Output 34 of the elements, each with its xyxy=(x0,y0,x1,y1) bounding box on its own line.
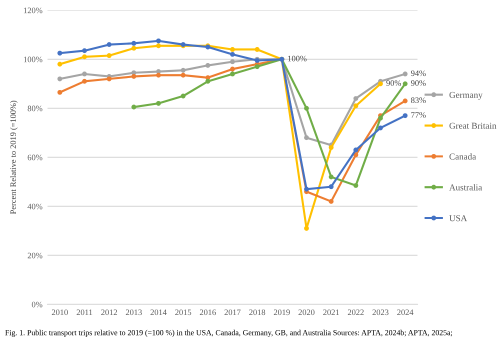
x-tick-label: 2017 xyxy=(224,309,241,316)
x-tick-label: 2024 xyxy=(397,309,414,316)
legend-label: Great Britain xyxy=(449,122,496,129)
y-tick-label: 60% xyxy=(28,154,42,160)
annotation: 100% xyxy=(288,56,307,62)
y-tick-label: 0% xyxy=(32,302,42,308)
x-tick-label: 2012 xyxy=(101,309,118,316)
y-tick-label: 80% xyxy=(28,106,42,112)
legend-label: USA xyxy=(449,215,468,222)
annotation: 94% xyxy=(410,70,426,76)
x-tick-label: 2019 xyxy=(274,309,290,316)
y-tick-label: 100% xyxy=(24,56,42,62)
y-tick-label: 20% xyxy=(28,252,42,258)
x-tick-label: 2023 xyxy=(372,309,389,316)
x-tick-label: 2010 xyxy=(52,309,68,316)
legend-label: Canada xyxy=(449,153,476,160)
x-tick-label: 2015 xyxy=(175,309,192,316)
annotation: 90% xyxy=(386,80,402,86)
annotation: 77% xyxy=(411,112,426,118)
y-axis-title: Percent Relative to 2019 (=100%) xyxy=(10,100,18,214)
x-tick-label: 2013 xyxy=(126,309,142,316)
y-tick-label: 120% xyxy=(24,8,42,14)
x-tick-label: 2021 xyxy=(323,309,339,316)
x-tick-label: 2016 xyxy=(200,309,216,316)
legend-label: Australia xyxy=(449,184,482,190)
x-tick-label: 2018 xyxy=(249,309,266,316)
legend-label: Germany xyxy=(449,92,483,100)
y-tick-label: 40% xyxy=(28,204,42,210)
annotation: 83% xyxy=(411,97,426,104)
x-tick-label: 2022 xyxy=(348,309,364,316)
x-tick-label: 2011 xyxy=(76,309,92,316)
annotation: 90% xyxy=(410,80,426,86)
x-tick-label: 2014 xyxy=(150,309,167,316)
x-tick-label: 2020 xyxy=(298,309,315,316)
